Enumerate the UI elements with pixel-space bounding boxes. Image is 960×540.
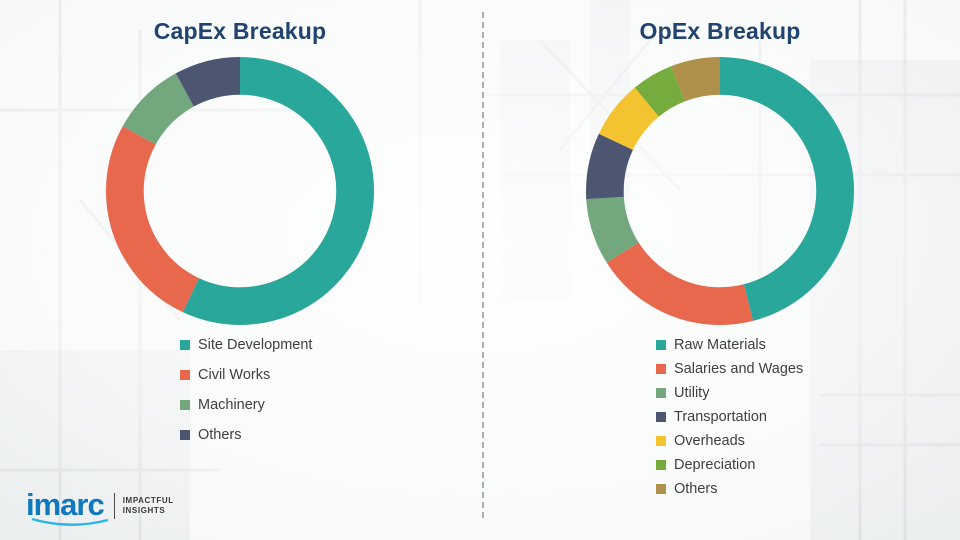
donut-segment-salaries-and-wages [586, 57, 854, 325]
opex-section: OpEx Breakup Raw Materials Salaries and W… [480, 0, 960, 505]
imarc-logo-name: imarc [26, 487, 105, 522]
legend-item: Others [180, 427, 480, 443]
capex-chart-title: CapEx Breakup [153, 18, 327, 44]
capex-legend: Site Development Civil Works Machinery Othe… [0, 337, 480, 443]
legend-label: Salaries and Wages [674, 361, 804, 377]
legend-item: Civil Works [180, 367, 480, 383]
legend-item: Utility [656, 385, 960, 401]
center-dashed-divider [482, 12, 484, 518]
logo-tagline-line2: INSIGHTS [122, 505, 166, 515]
legend-swatch-icon [180, 340, 190, 350]
imarc-logo-text: imarc [26, 489, 109, 526]
capex-section: CapEx Breakup Site Development Civil Work… [0, 0, 480, 457]
logo-swoosh-icon [31, 517, 109, 526]
donut-segment-civil-works [106, 57, 374, 325]
legend-item: Transportation [656, 409, 960, 425]
donut-segment-transportation [586, 57, 854, 325]
legend-label: Others [674, 481, 718, 497]
legend-label: Machinery [198, 397, 265, 413]
legend-swatch-icon [180, 430, 190, 440]
logo-tagline-line1: IMPACTFUL [122, 495, 174, 505]
legend-swatch-icon [656, 460, 666, 470]
donut-segment-others [586, 57, 854, 325]
opex-donut-chart [586, 57, 854, 325]
legend-label: Transportation [674, 409, 767, 425]
legend-swatch-icon [656, 484, 666, 494]
legend-label: Overheads [674, 433, 745, 449]
legend-item: Site Development [180, 337, 480, 353]
legend-label: Others [198, 427, 242, 443]
legend-label: Civil Works [198, 367, 271, 383]
legend-label: Site Development [198, 337, 313, 353]
imarc-logo: imarc IMPACTFUL INSIGHTS [26, 489, 174, 526]
legend-swatch-icon [656, 436, 666, 446]
legend-swatch-icon [656, 388, 666, 398]
legend-swatch-icon [180, 370, 190, 380]
legend-item: Machinery [180, 397, 480, 413]
legend-swatch-icon [656, 340, 666, 350]
legend-item: Depreciation [656, 457, 960, 473]
legend-label: Depreciation [674, 457, 756, 473]
legend-item: Overheads [656, 433, 960, 449]
legend-label: Raw Materials [674, 337, 766, 353]
legend-item: Salaries and Wages [656, 361, 960, 377]
logo-tagline: IMPACTFUL INSIGHTS [123, 496, 174, 516]
legend-swatch-icon [656, 364, 666, 374]
logo-divider [113, 492, 115, 519]
donut-segment-others [106, 57, 374, 325]
opex-legend: Raw Materials Salaries and Wages Utility Tr… [480, 337, 960, 497]
legend-swatch-icon [180, 400, 190, 410]
opex-chart-title: OpEx Breakup [639, 18, 801, 44]
legend-item: Raw Materials [656, 337, 960, 353]
legend-item: Others [656, 481, 960, 497]
capex-donut-chart [106, 57, 374, 325]
legend-swatch-icon [656, 412, 666, 422]
legend-label: Utility [674, 385, 710, 401]
